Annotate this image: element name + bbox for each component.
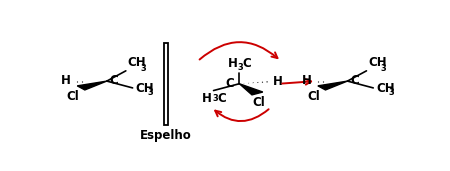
Text: CH: CH: [127, 56, 146, 69]
Polygon shape: [318, 81, 347, 90]
Text: 3: 3: [389, 88, 394, 97]
FancyArrowPatch shape: [215, 109, 269, 121]
Text: Cl: Cl: [307, 90, 320, 103]
Text: H: H: [228, 57, 238, 70]
Text: Cl: Cl: [253, 96, 266, 109]
Text: CH: CH: [368, 56, 387, 69]
Bar: [164, 43, 168, 124]
Text: CH: CH: [135, 82, 154, 95]
Text: Espelho: Espelho: [140, 129, 192, 142]
Text: C: C: [243, 57, 251, 70]
Text: 3: 3: [212, 94, 218, 103]
Polygon shape: [239, 84, 263, 95]
Text: 3: 3: [140, 64, 146, 73]
Text: H: H: [61, 74, 71, 87]
Text: 3: 3: [381, 64, 387, 73]
Text: H: H: [273, 75, 283, 88]
Text: C: C: [350, 74, 359, 87]
Text: CH: CH: [376, 82, 395, 95]
Text: Cl: Cl: [67, 90, 79, 103]
Text: H: H: [202, 92, 212, 105]
Polygon shape: [77, 81, 107, 90]
Text: 3: 3: [148, 88, 154, 97]
Text: C: C: [217, 92, 226, 105]
Text: C: C: [110, 74, 118, 87]
FancyArrowPatch shape: [200, 42, 278, 60]
Text: H: H: [302, 74, 311, 87]
Text: C: C: [225, 77, 234, 90]
Text: 3: 3: [238, 63, 244, 72]
